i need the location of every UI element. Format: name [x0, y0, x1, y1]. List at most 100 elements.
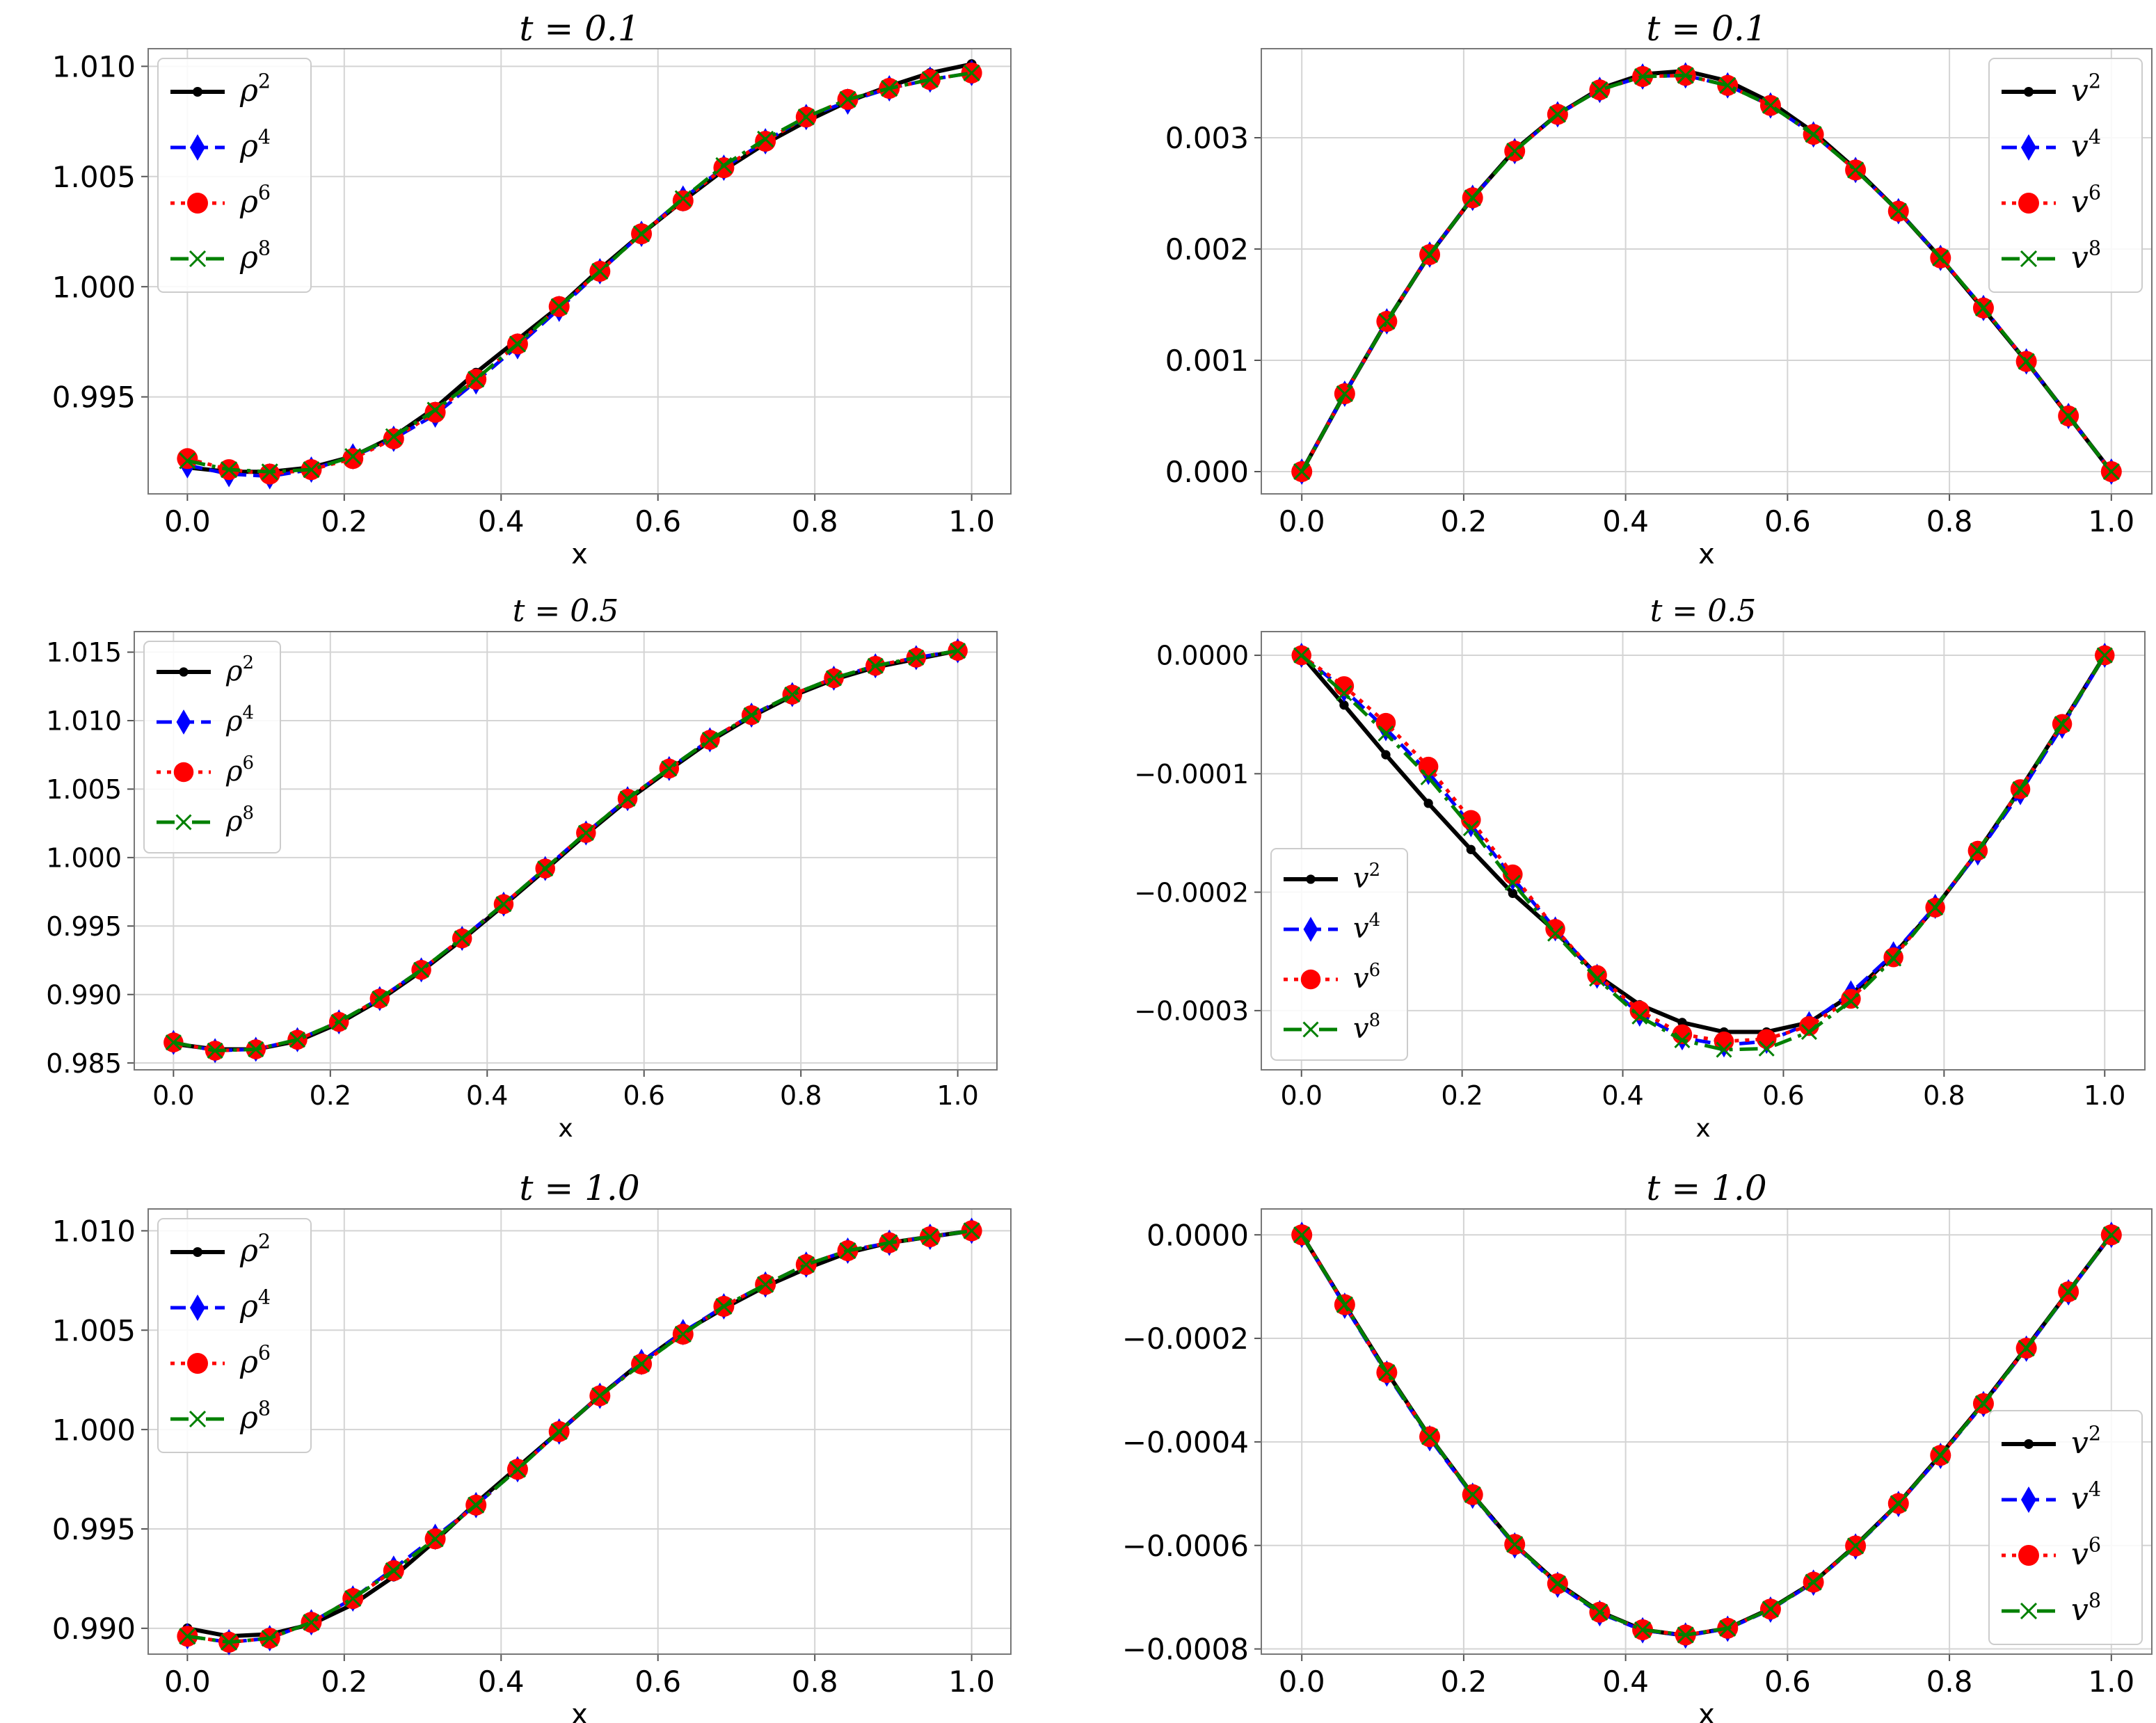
plot-frame: [134, 631, 998, 1071]
y-tick-label: 0.000: [1165, 455, 1249, 489]
legend-marker: [2021, 134, 2036, 161]
legend-box: [1988, 58, 2143, 293]
data-point: [330, 1013, 347, 1030]
legend-marker: [179, 667, 189, 677]
data-point: [385, 428, 402, 445]
data-point: [1293, 463, 1311, 481]
panel-v-t-0.5: 0.0 0.2 0.4 0.6 0.8 1.0 0.0000 −0.0001 −0.0002 −0…: [1134, 593, 2146, 1143]
legend-marker: [190, 1295, 205, 1321]
data-point: [1378, 312, 1396, 330]
data-point: [468, 371, 485, 388]
data-point: [179, 1628, 196, 1645]
data-point: [1591, 81, 1608, 99]
legend-marker: [2020, 1602, 2038, 1620]
legend-label: ρ6: [225, 753, 254, 787]
data-point: [577, 824, 594, 841]
data-point: [426, 401, 444, 419]
legend-label: ρ4: [225, 703, 254, 737]
legend-marker: [173, 762, 194, 783]
data-point: [715, 157, 733, 174]
x-tick-label: 1.0: [2088, 504, 2134, 538]
x-tick-label: 0.2: [321, 1665, 367, 1699]
legend-box: [1988, 1410, 2143, 1645]
x-tick-label: 0.6: [634, 1665, 681, 1699]
data-point: [1336, 685, 1352, 702]
legend-label: ρ8: [239, 1397, 271, 1436]
chart-title: t = 1.0: [1646, 1168, 1766, 1208]
series-line: [173, 649, 959, 1052]
legend-marker: [2020, 250, 2038, 268]
data-point: [426, 1530, 444, 1548]
legend-marker: [175, 814, 192, 831]
data-point: [632, 225, 650, 243]
y-tick-label: 0.0000: [1156, 641, 1249, 671]
data-point: [413, 961, 430, 978]
legend-label: v4: [1353, 910, 1380, 945]
plot-frame: [147, 48, 1012, 495]
y-tick-label: −0.0008: [1122, 1633, 1249, 1667]
legend-box: [1270, 848, 1408, 1061]
data-point: [591, 262, 609, 280]
data-point: [1293, 647, 1310, 664]
x-tick-label: 1.0: [2084, 1080, 2125, 1111]
data-point: [303, 461, 320, 479]
legend-label: v2: [2071, 70, 2101, 109]
data-point: [1506, 143, 1524, 160]
x-tick-label: 0.4: [1602, 1080, 1643, 1111]
data-point: [221, 1633, 238, 1651]
data-point: [1378, 725, 1394, 742]
legend-box: [157, 1218, 312, 1453]
data-point: [1378, 1364, 1396, 1381]
data-point: [1423, 799, 1433, 808]
legend-marker: [189, 1410, 207, 1428]
data-point: [908, 649, 925, 666]
legend-label: ρ2: [239, 70, 271, 109]
plot-frame: [1261, 631, 2146, 1071]
data-point: [344, 448, 362, 465]
data-point: [1336, 1296, 1353, 1313]
data-point: [1799, 1016, 1819, 1036]
data-point: [248, 1041, 264, 1057]
x-tick-label: 0.0: [1279, 1665, 1325, 1699]
data-point: [2102, 463, 2120, 481]
data-point: [454, 930, 470, 947]
y-tick-label: 0.995: [52, 380, 136, 415]
series-ρ8: [179, 64, 980, 481]
series-line: [186, 71, 972, 474]
series-ρ8: [165, 643, 966, 1059]
data-point: [303, 1614, 320, 1631]
data-point: [1464, 189, 1481, 207]
y-tick-label: 1.000: [52, 270, 136, 304]
data-point: [1716, 1041, 1732, 1058]
legend-label: ρ2: [239, 1230, 271, 1269]
x-tick-label: 0.0: [164, 504, 211, 538]
data-point: [2012, 780, 2029, 797]
x-tick-label: 0.2: [1441, 1080, 1483, 1111]
data-point: [1293, 1226, 1311, 1244]
data-point: [2018, 353, 2035, 370]
y-tick-label: 0.985: [46, 1048, 122, 1079]
data-point: [1974, 1395, 1993, 1412]
x-tick-label: 0.6: [623, 1080, 665, 1111]
data-point: [1421, 246, 1439, 264]
data-point: [1420, 769, 1437, 785]
y-tick-label: 1.005: [52, 160, 136, 194]
legend-marker: [193, 87, 202, 97]
legend-marker: [2024, 1439, 2034, 1449]
series-v6: [1291, 645, 2115, 1052]
legend-label: v4: [2071, 1477, 2101, 1516]
legend-marker: [1306, 874, 1316, 884]
y-tick-label: −0.0006: [1122, 1529, 1249, 1563]
x-tick-label: 1.0: [2088, 1665, 2134, 1699]
data-point: [2060, 1283, 2077, 1301]
series-ρ8: [179, 1222, 980, 1651]
data-point: [1339, 700, 1349, 710]
legend: ρ2 ρ4 ρ6 ρ8: [157, 58, 312, 293]
panel-v-t-1.0: 0.0 0.2 0.4 0.6 0.8 1.0 0.0000 −0.0002 −0.0004 −0…: [1122, 1168, 2153, 1723]
data-point: [2054, 716, 2070, 732]
legend-label: v8: [2071, 237, 2101, 275]
y-tick-label: 0.990: [52, 1612, 136, 1646]
y-tick-label: 1.010: [52, 1215, 136, 1249]
data-point: [1970, 842, 1986, 859]
legend-marker: [1303, 916, 1318, 943]
